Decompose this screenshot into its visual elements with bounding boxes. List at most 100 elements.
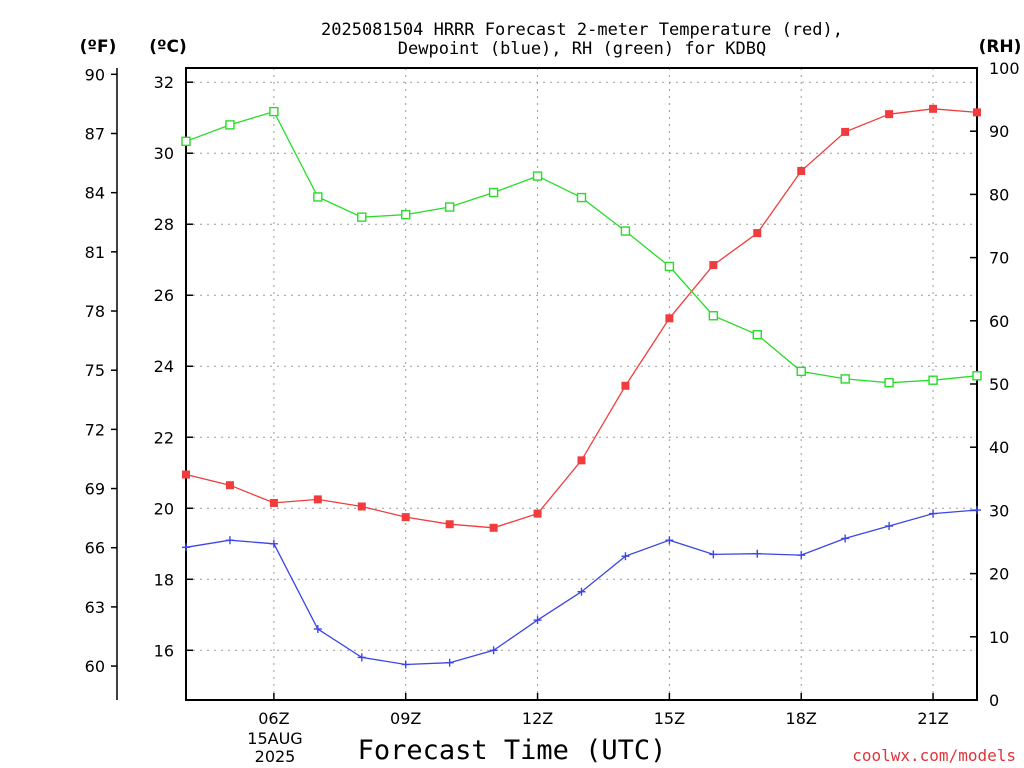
dewpoint-point: [929, 509, 938, 518]
temperature-point: [753, 229, 762, 238]
rh-tick-label: 90: [989, 122, 1009, 141]
temperature-point: [885, 110, 894, 119]
rh-unit-label: (RH): [979, 37, 1022, 57]
temperature-point: [182, 470, 190, 479]
celsius-axis-ticks: 16 18 20 22 24 26 28 30 32: [154, 73, 193, 660]
fahrenheit-tick-label: 90: [85, 65, 105, 84]
rh-point: [620, 226, 631, 236]
fahrenheit-tick-label: 87: [85, 124, 105, 143]
temperature-point: [709, 261, 718, 270]
time-tick-label: 09Z: [390, 709, 421, 728]
temperature-point: [929, 104, 938, 113]
dewpoint-line: [185, 509, 978, 666]
rh-point: [664, 261, 675, 272]
rh-series: [181, 106, 982, 388]
temperature-point: [665, 314, 674, 323]
rh-point: [928, 375, 938, 385]
rh-point: [401, 209, 411, 220]
temperature-point: [973, 108, 981, 117]
rh-tick-label: 10: [989, 628, 1009, 647]
rh-tick-label: 30: [989, 501, 1009, 520]
dewpoint-point: [269, 539, 278, 548]
chart-title-line-2: Dewpoint (blue), RH (green) for KDBQ: [398, 39, 766, 59]
celsius-tick-label: 16: [154, 641, 174, 660]
x-axis-label: Forecast Time (UTC): [358, 735, 667, 766]
rh-point: [576, 192, 587, 203]
celsius-tick-label: 20: [154, 499, 174, 518]
gridlines: [186, 68, 977, 700]
celsius-tick-label: 18: [154, 570, 174, 589]
temperature-series: [182, 104, 981, 532]
fahrenheit-tick-label: 75: [85, 361, 105, 380]
fahrenheit-tick-label: 69: [85, 480, 105, 499]
time-tick-label: 21Z: [917, 709, 948, 728]
plot-frame: [185, 67, 978, 701]
credit-link[interactable]: coolwx.com/models: [852, 746, 1016, 765]
temperature-point: [269, 498, 278, 507]
dewpoint-point: [753, 549, 762, 558]
temperature-point: [401, 513, 410, 522]
time-tick-label: 06Z: [258, 709, 289, 728]
dewpoint-point: [313, 624, 322, 633]
rh-point: [313, 192, 323, 202]
rh-point: [225, 120, 235, 130]
dewpoint-point: [533, 616, 542, 625]
time-axis-ticks: 06Z 09Z 12Z 15Z 18Z 21Z: [258, 693, 949, 728]
rh-point: [708, 311, 719, 321]
rh-point: [884, 378, 894, 388]
celsius-tick-label: 30: [154, 144, 174, 163]
rh-tick-label: 20: [989, 565, 1009, 584]
temperature-point: [621, 381, 630, 390]
rh-tick-label: 50: [989, 375, 1009, 394]
rh-point: [269, 106, 279, 117]
date-label-day: 15AUG: [247, 729, 302, 748]
fahrenheit-tick-label: 81: [85, 243, 105, 262]
rh-line: [185, 110, 978, 384]
time-tick-label: 15Z: [654, 709, 685, 728]
dewpoint-point: [357, 653, 366, 662]
dewpoint-series: [182, 506, 981, 669]
temperature-point: [357, 502, 366, 511]
celsius-tick-label: 26: [154, 286, 174, 305]
temperature-point: [533, 509, 542, 518]
fahrenheit-unit-label: (ºF): [80, 37, 117, 57]
time-tick-label: 18Z: [786, 709, 817, 728]
dewpoint-point: [665, 536, 674, 545]
fahrenheit-tick-label: 78: [85, 302, 105, 321]
temperature-point: [489, 523, 498, 532]
date-label-year: 2025: [255, 747, 296, 766]
rh-tick-label: 70: [989, 249, 1009, 268]
celsius-tick-label: 22: [154, 428, 174, 447]
temperature-point: [797, 166, 806, 175]
celsius-unit-label: (ºC): [149, 37, 187, 57]
dewpoint-point: [621, 552, 630, 561]
rh-tick-label: 80: [989, 185, 1009, 204]
fahrenheit-tick-label: 84: [85, 184, 105, 203]
rh-point: [972, 371, 982, 381]
dewpoint-point: [577, 587, 586, 596]
temperature-point: [225, 481, 234, 490]
data-series: [181, 104, 982, 669]
fahrenheit-tick-label: 60: [85, 657, 105, 676]
rh-tick-label: 60: [989, 312, 1009, 331]
rh-axis-ticks: 0 10 20 30 40 50 60 70 80 90 100: [970, 59, 1020, 710]
fahrenheit-tick-label: 63: [85, 598, 105, 617]
dewpoint-point: [489, 646, 498, 655]
rh-point: [532, 171, 543, 181]
time-tick-label: 12Z: [522, 709, 553, 728]
celsius-tick-label: 32: [154, 73, 174, 92]
dewpoint-point: [225, 536, 234, 545]
fahrenheit-tick-label: 72: [85, 420, 105, 439]
rh-point: [444, 202, 455, 212]
celsius-tick-label: 24: [154, 357, 174, 376]
rh-tick-label: 0: [989, 691, 999, 710]
temperature-point: [313, 495, 322, 504]
dewpoint-point: [445, 658, 454, 667]
celsius-tick-label: 28: [154, 215, 174, 234]
dewpoint-point: [797, 551, 806, 560]
dewpoint-point: [885, 522, 894, 531]
dewpoint-point: [401, 660, 410, 669]
rh-tick-label: 100: [989, 59, 1020, 78]
dewpoint-point: [973, 506, 981, 515]
